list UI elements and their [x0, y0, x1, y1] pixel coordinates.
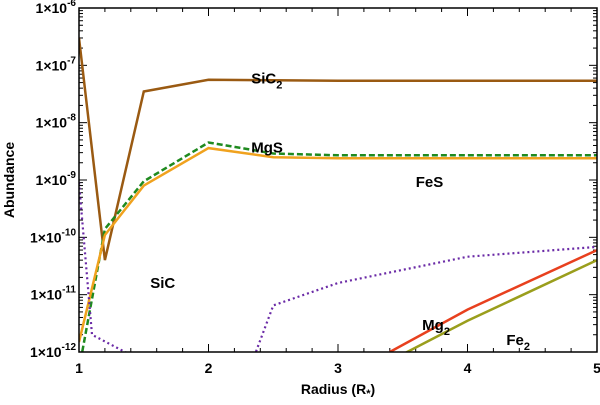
y-axis-label: Abundance [1, 142, 17, 218]
series-label-fes: FeS [416, 174, 444, 191]
x-tick-label: 1 [75, 360, 83, 376]
series-label-mgs: MgS [251, 139, 283, 156]
series-label-mg2: Mg2 [422, 317, 450, 338]
series-line-mg2 [389, 248, 597, 352]
y-tick-label: 1×10-8 [36, 113, 77, 131]
series-label-sic2: SiC2 [251, 71, 282, 92]
x-tick-label: 3 [334, 360, 342, 376]
series-layer [79, 37, 597, 352]
series-label-sic: SiC [150, 275, 175, 292]
x-axis-label: Radius (R*) [301, 381, 375, 400]
series-line-sic2 [79, 37, 597, 261]
y-tick-label: 1×10-11 [31, 285, 77, 303]
series-line-mgs [80, 141, 597, 352]
y-tick-label: 1×10-10 [30, 227, 76, 245]
plot-frame [78, 7, 598, 353]
series-line-fes [79, 146, 597, 343]
y-tick-label: 1×10-9 [36, 170, 77, 188]
labels-layer: 1 2 3 4 5 1×10-12 1×10-11 1×10-10 1×10-9 1×10-8 1×… [30, 0, 600, 376]
series-line-fe2 [404, 258, 597, 352]
y-tick-label: 1×10-7 [36, 55, 77, 73]
series-label-fe2: Fe2 [506, 332, 530, 353]
tick-marks [78, 7, 598, 353]
x-tick-label: 5 [593, 360, 600, 376]
y-tick-label: 1×10-6 [36, 0, 77, 16]
x-tick-label: 4 [464, 360, 472, 376]
x-tick-label: 2 [205, 360, 213, 376]
y-tick-label: 1×10-12 [30, 342, 76, 360]
